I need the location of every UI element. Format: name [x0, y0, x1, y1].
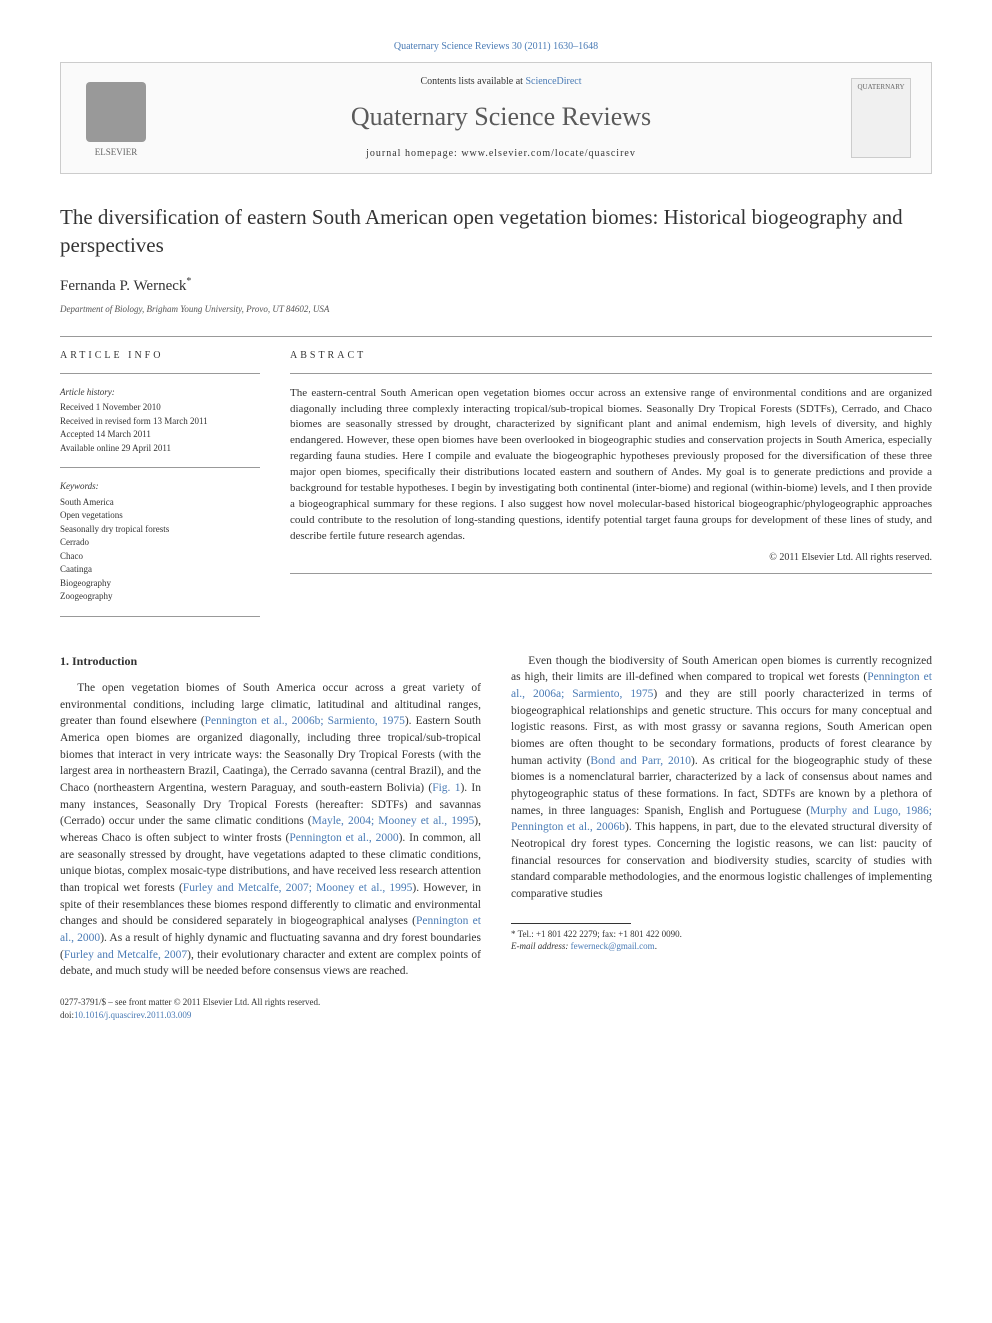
body-text-columns: 1. Introduction The open vegetation biom…	[60, 653, 932, 980]
keyword: Cerrado	[60, 536, 260, 550]
citation-link[interactable]: Furley and Metcalfe, 2007; Mooney et al.…	[183, 882, 413, 894]
citation-link[interactable]: Pennington et al., 2000	[289, 832, 398, 844]
header-citation: Quaternary Science Reviews 30 (2011) 163…	[60, 40, 932, 54]
publisher-logo: ELSEVIER	[81, 78, 151, 158]
body-paragraph: The open vegetation biomes of South Amer…	[60, 680, 481, 980]
citation-link[interactable]: Pennington et al., 2006b; Sarmiento, 197…	[205, 715, 405, 727]
footnote-tel: Tel.: +1 801 422 2279; fax: +1 801 422 0…	[516, 929, 682, 939]
body-paragraph: Even though the biodiversity of South Am…	[511, 653, 932, 903]
homepage-url[interactable]: www.elsevier.com/locate/quascirev	[461, 148, 636, 159]
journal-cover-thumbnail: QUATERNARY	[851, 78, 911, 158]
corresponding-footnote: * Tel.: +1 801 422 2279; fax: +1 801 422…	[511, 928, 932, 953]
citation-link[interactable]: Furley and Metcalfe, 2007	[64, 949, 187, 961]
abstract-heading: ABSTRACT	[290, 349, 932, 363]
homepage-prefix: journal homepage:	[366, 148, 461, 159]
email-label: E-mail address:	[511, 941, 571, 951]
author-text: Fernanda P. Werneck	[60, 278, 186, 294]
info-divider-2	[60, 467, 260, 468]
header-center: Contents lists available at ScienceDirec…	[151, 75, 851, 161]
journal-homepage: journal homepage: www.elsevier.com/locat…	[151, 147, 851, 161]
email-link[interactable]: fewerneck@gmail.com	[571, 941, 655, 951]
article-info-heading: ARTICLE INFO	[60, 349, 260, 363]
sciencedirect-link[interactable]: ScienceDirect	[525, 76, 581, 87]
article-info-column: ARTICLE INFO Article history: Received 1…	[60, 349, 260, 629]
keyword: South America	[60, 496, 260, 510]
keyword: Chaco	[60, 550, 260, 564]
keyword: Zoogeography	[60, 590, 260, 604]
received-date: Received 1 November 2010	[60, 401, 260, 415]
keywords-block: Keywords: South America Open vegetations…	[60, 480, 260, 604]
corresponding-marker: *	[186, 276, 191, 287]
publisher-name: ELSEVIER	[95, 146, 138, 159]
doi-prefix: doi:	[60, 1010, 74, 1020]
online-date: Available online 29 April 2011	[60, 442, 260, 456]
citation-link[interactable]: Mayle, 2004; Mooney et al., 1995	[312, 815, 475, 827]
keyword: Biogeography	[60, 577, 260, 591]
accepted-date: Accepted 14 March 2011	[60, 428, 260, 442]
elsevier-tree-icon	[86, 82, 146, 142]
contents-available: Contents lists available at ScienceDirec…	[151, 75, 851, 89]
cover-label: QUATERNARY	[857, 83, 904, 91]
article-title: The diversification of eastern South Ame…	[60, 204, 932, 259]
issn-line: 0277-3791/$ – see front matter © 2011 El…	[60, 996, 932, 1009]
keyword: Seasonally dry tropical forests	[60, 523, 260, 537]
history-label: Article history:	[60, 386, 260, 400]
contents-prefix: Contents lists available at	[420, 76, 525, 87]
page-footer: 0277-3791/$ – see front matter © 2011 El…	[60, 996, 932, 1021]
info-divider-1	[60, 373, 260, 374]
citation-link[interactable]: Bond and Parr, 2010	[590, 755, 691, 767]
journal-header-box: ELSEVIER Contents lists available at Sci…	[60, 62, 932, 174]
abstract-text: The eastern-central South American open …	[290, 386, 932, 545]
abstract-column: ABSTRACT The eastern-central South Ameri…	[290, 349, 932, 629]
keywords-label: Keywords:	[60, 480, 260, 494]
abstract-copyright: © 2011 Elsevier Ltd. All rights reserved…	[290, 551, 932, 565]
revised-date: Received in revised form 13 March 2011	[60, 415, 260, 429]
footnote-separator	[511, 923, 631, 924]
abstract-divider	[290, 373, 932, 374]
journal-title: Quaternary Science Reviews	[151, 99, 851, 135]
keyword: Caatinga	[60, 563, 260, 577]
section-1-heading: 1. Introduction	[60, 653, 481, 670]
author-affiliation: Department of Biology, Brigham Young Uni…	[60, 303, 932, 316]
article-history-block: Article history: Received 1 November 201…	[60, 386, 260, 456]
info-divider-3	[60, 616, 260, 617]
doi-line: doi:10.1016/j.quascirev.2011.03.009	[60, 1009, 932, 1022]
figure-link[interactable]: Fig. 1	[432, 782, 460, 794]
keyword: Open vegetations	[60, 509, 260, 523]
doi-link[interactable]: 10.1016/j.quascirev.2011.03.009	[74, 1010, 191, 1020]
keywords-list: South America Open vegetations Seasonall…	[60, 496, 260, 604]
abstract-divider-bottom	[290, 573, 932, 574]
author-name: Fernanda P. Werneck*	[60, 275, 932, 297]
divider-top	[60, 336, 932, 337]
